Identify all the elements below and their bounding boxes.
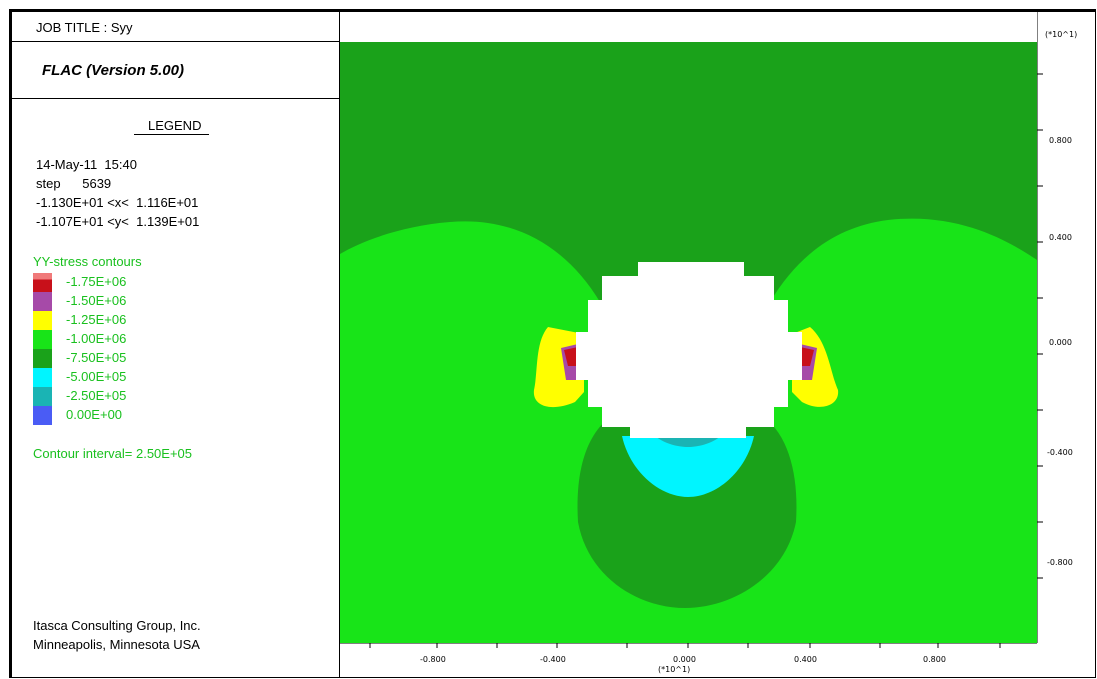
legend-row: -5.00E+05 bbox=[33, 368, 253, 387]
legend-row: -2.50E+05 bbox=[33, 387, 253, 406]
bottom-axis-ticks bbox=[340, 643, 1037, 648]
legend-label: -7.50E+05 bbox=[66, 350, 127, 365]
contour-upper-dark-green bbox=[340, 42, 1037, 302]
legend-row: -1.25E+06 bbox=[33, 311, 253, 330]
bottom-axis-multiplier: (*10^1) bbox=[658, 665, 691, 674]
legend-panel: JOB TITLE : Syy FLAC (Version 5.00) LEGE… bbox=[12, 12, 340, 677]
legend-row: -1.00E+06 bbox=[33, 330, 253, 349]
job-title: JOB TITLE : Syy bbox=[36, 20, 133, 35]
right-tick-label: 0.000 bbox=[1049, 338, 1072, 347]
legend-swatch bbox=[33, 368, 52, 387]
legend-y-range: -1.107E+01 <y< 1.139E+01 bbox=[36, 214, 200, 229]
bottom-tick-label: 0.800 bbox=[923, 655, 946, 664]
legend-swatch bbox=[33, 292, 52, 311]
legend-swatch bbox=[33, 387, 52, 406]
contour-cyan-zone bbox=[622, 436, 754, 497]
right-tick-label: 0.400 bbox=[1049, 233, 1072, 242]
app-name: FLAC (Version 5.00) bbox=[42, 62, 184, 79]
contour-teal-zone bbox=[655, 436, 721, 447]
right-axis-multiplier: (*10^1) bbox=[1045, 30, 1078, 39]
bottom-tick-label: 0.000 bbox=[673, 655, 696, 664]
right-tick-label: 0.800 bbox=[1049, 136, 1072, 145]
legend-label: 0.00E+00 bbox=[66, 407, 123, 422]
legend-row: -1.50E+06 bbox=[33, 292, 253, 311]
legend-swatch bbox=[33, 311, 52, 330]
bottom-axis: -0.800 -0.400 0.000 0.400 0.800 (*10^1) bbox=[340, 643, 1037, 678]
company-name: Itasca Consulting Group, Inc. bbox=[33, 618, 201, 633]
legend-swatch bbox=[33, 406, 52, 425]
bottom-tick-label: 0.400 bbox=[794, 655, 817, 664]
yy-stress-contour-plot bbox=[340, 42, 1037, 643]
legend-swatch bbox=[33, 273, 52, 292]
bottom-tick-label: -0.800 bbox=[420, 655, 446, 664]
legend-heading: LEGEND bbox=[134, 118, 210, 135]
legend-label: -5.00E+05 bbox=[66, 369, 127, 384]
legend-row: 0.00E+00 bbox=[33, 406, 253, 425]
legend-step: step 5639 bbox=[36, 176, 112, 191]
right-tick-label: -0.800 bbox=[1047, 558, 1073, 567]
legend-label: -1.25E+06 bbox=[66, 312, 127, 327]
legend-label: -1.75E+06 bbox=[66, 274, 127, 289]
legend-x-range: -1.130E+01 <x< 1.116E+01 bbox=[36, 195, 199, 210]
excavation-opening bbox=[576, 262, 802, 438]
legend-swatch bbox=[33, 349, 52, 368]
app-name-row: FLAC (Version 5.00) bbox=[12, 42, 340, 99]
company-location: Minneapolis, Minnesota USA bbox=[33, 637, 200, 652]
legend-label: -1.50E+06 bbox=[66, 293, 127, 308]
job-title-row: JOB TITLE : Syy bbox=[12, 12, 340, 42]
legend-row: -7.50E+05 bbox=[33, 349, 253, 368]
contour-interval: Contour interval= 2.50E+05 bbox=[33, 446, 192, 461]
legend-date-time: 14-May-11 15:40 bbox=[36, 157, 137, 172]
right-tick-label: -0.400 bbox=[1047, 448, 1073, 457]
legend-label: -1.00E+06 bbox=[66, 331, 127, 346]
legend-swatch bbox=[33, 330, 52, 349]
right-axis: (*10^1) 0.800 0.400 0.000 -0.400 -0.800 bbox=[1037, 12, 1096, 678]
right-axis-ticks bbox=[1037, 12, 1043, 643]
legend-row: -1.75E+06 bbox=[33, 273, 253, 292]
legend-label: -2.50E+05 bbox=[66, 388, 127, 403]
bottom-tick-label: -0.400 bbox=[540, 655, 566, 664]
contours-heading: YY-stress contours bbox=[33, 254, 142, 269]
